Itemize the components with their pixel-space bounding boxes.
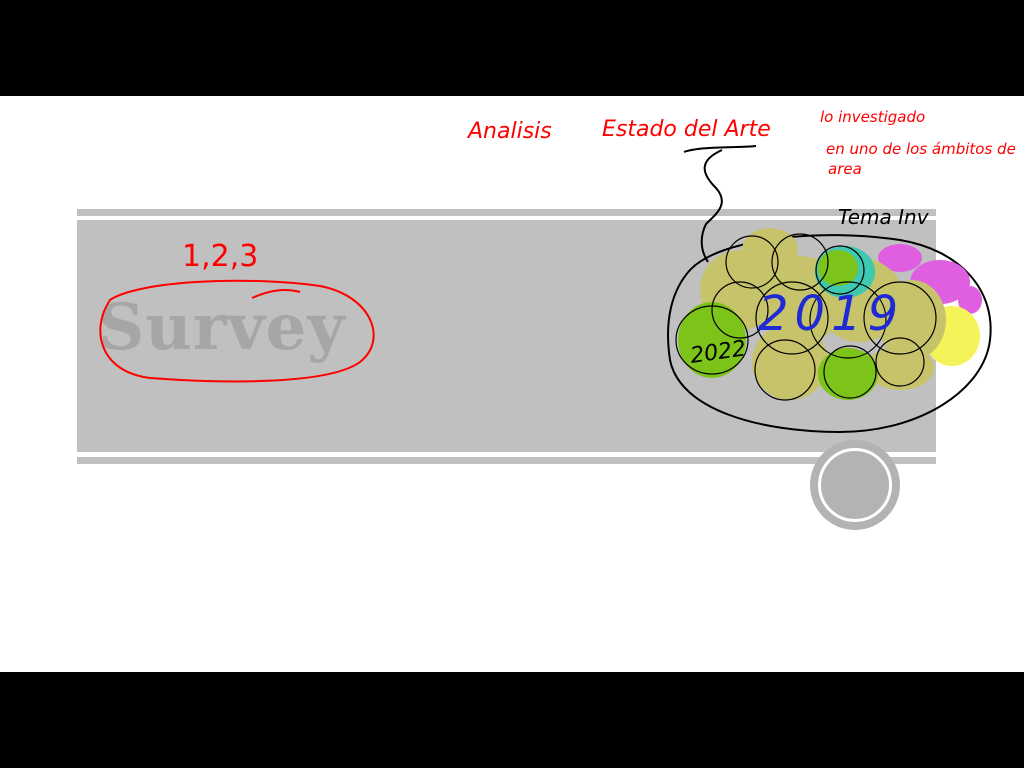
cluster-outline [667,234,992,434]
investigated-note-line1: lo investigado [820,108,925,126]
estado-del-arte-note: Estado del Arte [602,117,771,142]
slide-nav-button[interactable] [810,440,900,530]
year-2019-note: 2019 [758,286,904,342]
red-ellipse-stroke [99,279,375,383]
band-bottom-rule [77,457,936,464]
red-tick-stroke [251,289,301,299]
slide-title: Survey [98,290,346,365]
investigated-note-line3: area [828,160,862,178]
circle-button-icon [818,448,892,522]
connector-stroke [683,145,757,263]
numbers-note: 1,2,3 [182,239,258,274]
tema-note: Tema Inv [838,205,930,229]
investigated-note-line2: en uno de los ámbitos de [826,140,1016,158]
bubble-cluster [675,228,982,401]
band-top-rule [77,209,936,216]
analisis-note: Analisis [466,119,552,144]
